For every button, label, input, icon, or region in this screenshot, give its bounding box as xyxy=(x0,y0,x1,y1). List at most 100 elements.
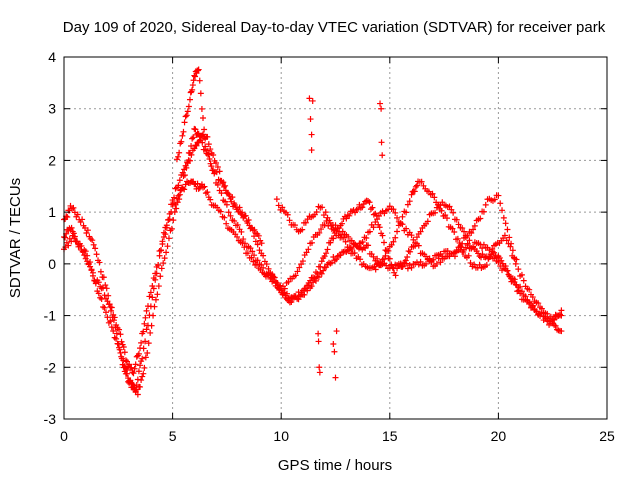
track4-marker xyxy=(437,259,444,266)
track1-marker xyxy=(166,216,173,223)
track5-marker xyxy=(342,238,349,245)
track4-marker xyxy=(515,266,522,273)
track4-marker xyxy=(551,316,558,323)
track4-marker xyxy=(529,294,536,301)
track4-marker xyxy=(497,200,504,207)
track3-marker xyxy=(168,225,175,232)
track2-marker xyxy=(554,326,561,333)
track2-marker xyxy=(256,247,263,254)
track3-marker xyxy=(150,312,157,319)
track1-marker xyxy=(323,264,330,271)
track5-marker xyxy=(406,198,413,205)
track2-marker xyxy=(83,230,90,237)
track2-marker xyxy=(323,250,330,257)
track3-marker xyxy=(87,259,94,266)
track5-marker xyxy=(313,209,320,216)
track1-marker xyxy=(327,260,334,267)
track2-marker xyxy=(205,141,212,148)
track2-marker xyxy=(517,290,524,297)
track3-marker xyxy=(108,324,115,331)
track4-marker xyxy=(211,170,218,177)
track2-marker xyxy=(369,204,376,211)
track3-marker xyxy=(152,296,159,303)
track3-marker xyxy=(226,192,233,199)
track3-marker xyxy=(102,309,109,316)
y-axis-label: SDTVAR / TECUs xyxy=(7,178,24,298)
track3-marker xyxy=(170,217,177,224)
outlier-marker xyxy=(330,341,337,348)
track4-marker xyxy=(260,264,267,271)
track1-marker xyxy=(128,364,135,371)
track3-marker xyxy=(145,340,152,347)
x-tick-label: 25 xyxy=(599,428,615,444)
track4-marker xyxy=(285,278,292,285)
track5-marker xyxy=(340,234,347,241)
track5-marker xyxy=(434,201,441,208)
track1-marker xyxy=(68,224,75,231)
track2-marker xyxy=(171,194,178,201)
track2-marker xyxy=(64,214,71,221)
track2-marker xyxy=(339,220,346,227)
track2-marker xyxy=(327,239,334,246)
track2-marker xyxy=(526,300,533,307)
track4-marker xyxy=(477,215,484,222)
track5-marker xyxy=(351,250,358,257)
track4-marker xyxy=(185,103,192,110)
track3-marker xyxy=(164,243,171,250)
track4-marker xyxy=(270,277,277,284)
track5-marker xyxy=(291,222,298,229)
track4-marker xyxy=(195,66,202,73)
x-tick-label: 5 xyxy=(169,428,177,444)
track3-marker xyxy=(157,273,164,280)
track2-marker xyxy=(113,330,120,337)
track1-marker xyxy=(131,365,138,372)
track5-marker xyxy=(284,211,291,218)
track3-marker xyxy=(147,329,154,336)
track4-marker xyxy=(196,77,203,84)
track1-marker xyxy=(118,338,125,345)
track5-marker xyxy=(346,244,353,251)
track4-marker xyxy=(390,206,397,213)
track3-marker xyxy=(219,180,226,187)
track2-marker xyxy=(229,194,236,201)
track1-marker xyxy=(129,369,136,376)
track2-marker xyxy=(515,287,522,294)
track2-marker xyxy=(260,252,267,259)
y-axis-ticks: -3 -2 -1 0 1 2 3 4 xyxy=(44,49,607,427)
outlier-marker xyxy=(333,328,340,335)
track2-marker xyxy=(388,261,395,268)
track5-marker xyxy=(404,201,411,208)
track3-marker xyxy=(184,160,191,167)
track4-marker xyxy=(294,268,301,275)
y-tick-label: 2 xyxy=(48,152,56,168)
track2-marker xyxy=(204,133,211,140)
track1-marker xyxy=(140,328,147,335)
track4-marker xyxy=(251,252,258,259)
track2-marker xyxy=(359,204,366,211)
track5-marker xyxy=(399,213,406,220)
track2-marker xyxy=(405,248,412,255)
track4-marker xyxy=(176,149,183,156)
track2-marker xyxy=(103,285,110,292)
track2-marker xyxy=(391,269,398,276)
track2-marker xyxy=(142,338,149,345)
track5-marker xyxy=(382,252,389,259)
track3-marker xyxy=(199,139,206,146)
track4-marker xyxy=(181,119,188,126)
track5-marker xyxy=(381,256,388,263)
track4-marker xyxy=(189,86,196,93)
track2-marker xyxy=(459,225,466,232)
track4-marker xyxy=(249,248,256,255)
track2-marker xyxy=(491,249,498,256)
track4-marker xyxy=(292,272,299,279)
track3-marker xyxy=(98,296,105,303)
track2-marker xyxy=(311,275,318,282)
track5-marker xyxy=(503,237,510,244)
track3-marker xyxy=(195,130,202,137)
y-tick-label: -2 xyxy=(44,359,57,375)
track4-marker xyxy=(247,245,254,252)
track2-marker xyxy=(386,255,393,262)
track5-marker xyxy=(471,261,478,268)
track2-marker xyxy=(175,182,182,189)
track5-marker xyxy=(460,249,467,255)
